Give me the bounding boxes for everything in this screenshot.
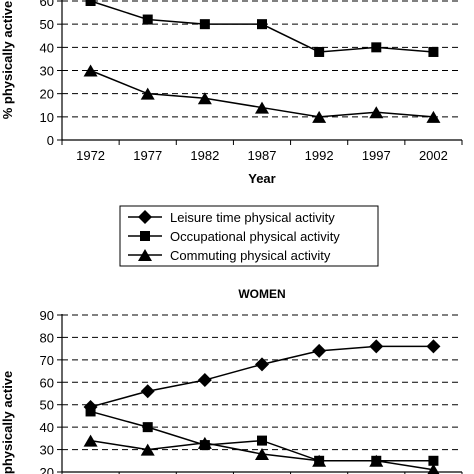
data-point-diamond: [197, 373, 212, 388]
y-tick-label: 30: [40, 64, 54, 79]
data-point-square: [142, 422, 153, 433]
y-tick-label: 80: [40, 330, 54, 345]
data-point-triangle: [369, 106, 384, 119]
data-point-triangle: [426, 110, 441, 123]
y-tick-label: 60: [40, 0, 54, 9]
data-point-square: [257, 435, 267, 446]
legend-marker-square: [140, 231, 150, 241]
x-tick-label: 1987: [248, 148, 277, 163]
x-tick-label: 1992: [305, 148, 334, 163]
data-point-square: [142, 14, 153, 25]
y-axis-title: % physically active: [0, 371, 15, 474]
data-point-triangle: [255, 448, 269, 461]
data-point-triangle: [427, 463, 440, 474]
data-point-diamond: [426, 339, 441, 354]
x-tick-label: 1972: [76, 148, 105, 163]
legend-label: Commuting physical activity: [170, 248, 331, 263]
data-point-triangle: [197, 436, 212, 449]
legend-item: Commuting physical activity: [128, 248, 331, 263]
y-tick-label: 10: [40, 110, 54, 125]
data-point-triangle: [312, 110, 327, 123]
data-point-triangle: [369, 454, 384, 467]
data-point-diamond: [140, 384, 155, 399]
data-point-triangle: [83, 434, 98, 447]
legend-item: Leisure time physical activity: [128, 210, 335, 225]
x-axis-title: Year: [248, 171, 275, 186]
data-point-diamond: [369, 339, 384, 354]
data-point-diamond: [255, 357, 269, 372]
series-triangle: [83, 434, 440, 474]
y-tick-label: 40: [40, 420, 54, 435]
data-point-triangle: [140, 443, 155, 456]
data-point-square: [85, 0, 96, 6]
chart-title: WOMEN: [238, 287, 285, 301]
data-point-triangle: [197, 92, 212, 105]
y-tick-label: 40: [40, 40, 54, 55]
y-tick-label: 50: [40, 398, 54, 413]
legend: Leisure time physical activity Occupation…: [119, 205, 379, 267]
data-point-triangle: [312, 454, 327, 467]
y-tick-label: 20: [40, 465, 54, 474]
data-point-square: [314, 46, 325, 57]
x-tick-label: 1997: [362, 148, 391, 163]
y-tick-label: 50: [40, 17, 54, 32]
legend-item: Occupational physical activity: [128, 229, 340, 244]
y-tick-label: 60: [40, 375, 54, 390]
y-tick-label: 30: [40, 443, 54, 458]
legend-marker-diamond: [138, 210, 152, 224]
data-point-square: [199, 19, 210, 30]
data-point-square: [371, 42, 382, 53]
data-point-diamond: [312, 343, 327, 358]
data-point-square: [85, 406, 96, 417]
women-chart: WOMEN 20 30 40 50 60 70 80 90 % physically active: [0, 287, 463, 474]
legend-box: [119, 205, 379, 267]
legend-label: Leisure time physical activity: [170, 210, 335, 225]
series-line: [90, 345, 434, 408]
data-point-square: [257, 19, 267, 30]
data-point-square: [428, 455, 439, 466]
y-tick-label: 70: [40, 353, 54, 368]
legend-label: Occupational physical activity: [170, 229, 340, 244]
series-square: [85, 0, 439, 57]
x-tick-label: 1977: [133, 148, 162, 163]
x-tick-label: 1982: [190, 148, 219, 163]
data-point-triangle: [255, 101, 269, 114]
y-tick-label: 20: [40, 87, 54, 102]
series-diamond: [83, 339, 441, 414]
x-tick-label: 2002: [419, 148, 448, 163]
data-point-triangle: [140, 87, 155, 100]
data-point-square: [428, 46, 439, 57]
data-point-triangle: [83, 64, 98, 77]
y-tick-label: 90: [40, 308, 54, 323]
y-tick-label: 0: [47, 133, 54, 148]
series-triangle: [83, 64, 441, 123]
men-chart: 0 10 20 30 40 50 60 1972 1977 1982 1987 1992 1997 200…: [0, 0, 463, 186]
legend-marker-triangle: [138, 249, 152, 261]
y-axis-title: % physically active: [0, 1, 15, 120]
